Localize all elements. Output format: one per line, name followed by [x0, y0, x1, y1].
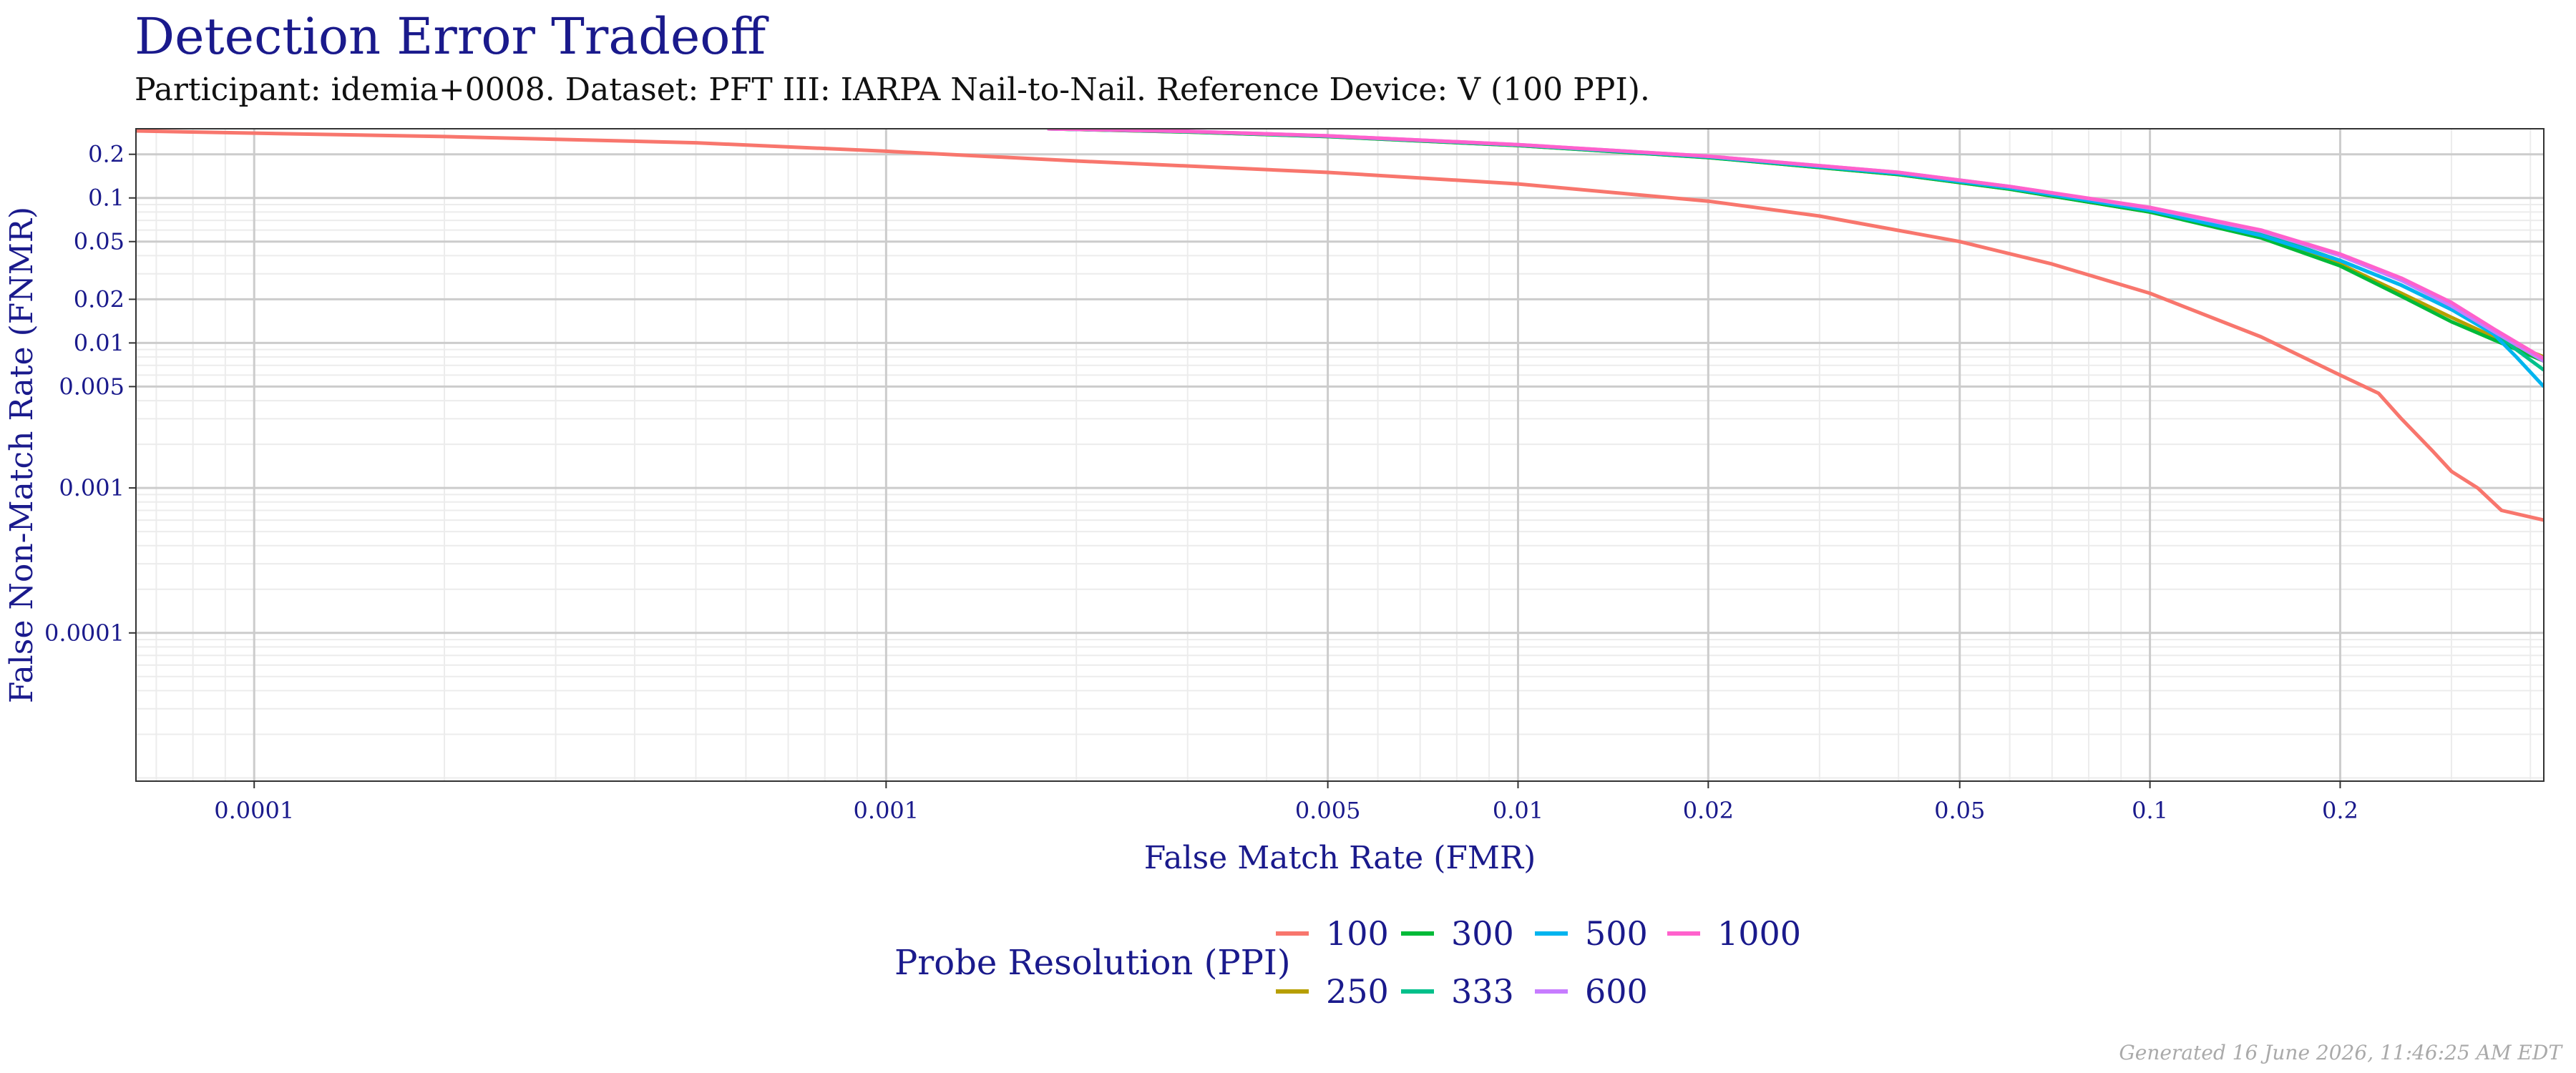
major-gridlines: [136, 129, 2544, 781]
generated-timestamp: Generated 16 June 2026, 11:46:25 AM EDT: [2119, 1041, 2562, 1064]
y-tick-label: 0.2: [88, 141, 125, 168]
x-tick-label: 0.01: [1493, 797, 1543, 824]
series-line-1000: [1047, 129, 2544, 361]
x-axis-ticks: 0.0001 0.001 0.005 0.01 0.02 0.05 0.1 0.2: [214, 781, 2358, 824]
y-tick-label: 0.05: [74, 228, 125, 255]
y-tick-label: 0.01: [74, 329, 125, 356]
y-axis-ticks: 0.0001 0.001 0.005 0.01 0.02 0.05 0.1 0.2: [44, 141, 136, 647]
legend-label-1000: 1000: [1717, 914, 1801, 953]
series-lines: [136, 129, 2544, 522]
minor-gridlines: [136, 129, 2544, 781]
y-tick-label: 0.1: [88, 185, 125, 212]
x-axis-label: False Match Rate (FMR): [1144, 840, 1536, 876]
y-tick-label: 0.0001: [44, 619, 125, 647]
legend-label-250: 250: [1326, 972, 1389, 1011]
chart-title: Detection Error Tradeoff: [135, 7, 766, 66]
x-tick-label: 0.005: [1295, 797, 1361, 824]
legend-label-100: 100: [1326, 914, 1389, 953]
x-tick-label: 0.1: [2132, 797, 2168, 824]
chart-subtitle: Participant: idemia+0008. Dataset: PFT I…: [135, 72, 1650, 108]
x-tick-label: 0.0001: [214, 797, 294, 824]
legend-label-333: 333: [1451, 972, 1514, 1011]
legend-label-600: 600: [1585, 972, 1648, 1011]
legend: Probe Resolution (PPI) 100 300 500 1000 250 3…: [894, 914, 1801, 1011]
legend-label-300: 300: [1451, 914, 1514, 953]
plot-border: [135, 128, 2545, 782]
x-tick-label: 0.02: [1683, 797, 1734, 824]
legend-label-500: 500: [1585, 914, 1648, 953]
x-tick-label: 0.05: [1934, 797, 1985, 824]
y-tick-label: 0.005: [59, 373, 125, 400]
x-tick-label: 0.2: [2322, 797, 2358, 824]
x-tick-label: 0.001: [854, 797, 919, 824]
series-line-100: [136, 129, 2544, 522]
y-tick-label: 0.001: [59, 474, 125, 501]
y-tick-label: 0.02: [74, 285, 125, 313]
legend-title: Probe Resolution (PPI): [894, 943, 1291, 983]
y-axis-label: False Non-Match Rate (FNMR): [4, 207, 40, 703]
